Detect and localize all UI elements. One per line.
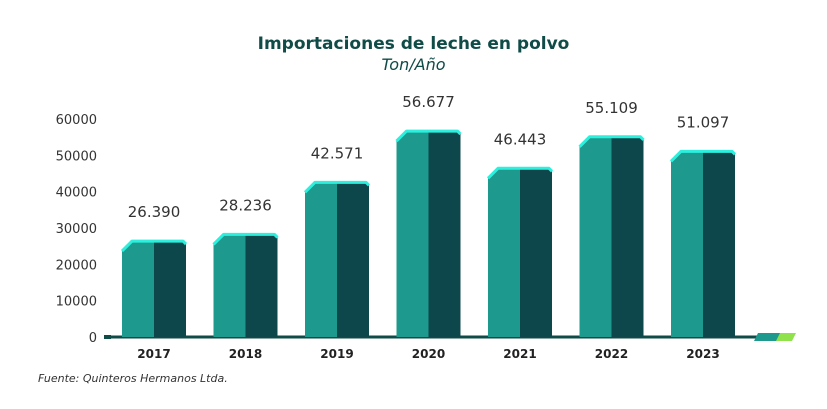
bar-front-face — [671, 151, 703, 337]
data-label: 28.236 — [219, 196, 272, 214]
bar-2017 — [120, 239, 188, 337]
bar-2019 — [303, 180, 371, 337]
bar-top-edge — [120, 239, 188, 253]
bar-side-face — [703, 151, 735, 337]
y-tick-label: 10000 — [56, 295, 97, 310]
x-tick-label: 2018 — [229, 347, 262, 361]
y-tick-label: 40000 — [56, 186, 97, 201]
y-tick-label: 50000 — [56, 149, 97, 164]
bar-front-face — [305, 182, 337, 337]
source-note: Fuente: Quinteros Hermanos Ltda. — [38, 372, 228, 385]
x-tick-label: 2019 — [320, 347, 353, 361]
bar-top-edge — [578, 135, 645, 148]
data-label: 56.677 — [402, 93, 455, 111]
bar-side-face — [245, 234, 278, 337]
bar-side-face — [337, 182, 369, 337]
bar-front-face — [396, 131, 429, 337]
bar-top-edge — [303, 180, 371, 194]
x-tick-label: 2020 — [412, 347, 445, 361]
bar-front-face — [488, 168, 520, 337]
bar-top-edge — [669, 149, 737, 163]
bar-side-face — [428, 131, 461, 337]
chart-title: Importaciones de leche en polvo — [257, 34, 570, 54]
y-tick-label: 20000 — [56, 258, 97, 273]
bar-2021 — [486, 166, 554, 337]
bar-front-face — [213, 234, 246, 337]
bar-side-face — [520, 168, 552, 337]
bar-front-face — [579, 136, 612, 337]
bar-front-face — [122, 241, 154, 337]
data-label: 51.097 — [677, 113, 730, 131]
y-tick-label: 0 — [89, 331, 97, 346]
bar-side-face — [611, 136, 644, 337]
data-label: 46.443 — [494, 130, 547, 148]
bar-2020 — [395, 129, 462, 337]
data-label: 55.109 — [585, 99, 638, 117]
data-label: 42.571 — [311, 144, 364, 162]
y-tick-label: 60000 — [56, 113, 97, 128]
bar-2018 — [212, 232, 279, 337]
x-tick-label: 2021 — [503, 347, 536, 361]
axis-end-accent-teal — [754, 333, 784, 341]
axis-start-cap — [104, 335, 111, 339]
chart-subtitle: Ton/Año — [381, 55, 446, 74]
x-tick-label: 2022 — [595, 347, 628, 361]
bar-2023 — [669, 149, 737, 337]
bar-top-edge — [486, 166, 554, 180]
x-tick-label: 2023 — [686, 347, 719, 361]
bar-2022 — [578, 135, 645, 337]
y-tick-label: 30000 — [56, 222, 97, 237]
data-label: 26.390 — [128, 203, 181, 221]
bar-side-face — [154, 241, 186, 337]
axis-end-accent-green — [776, 333, 796, 341]
bar-top-edge — [395, 129, 462, 143]
bar-top-edge — [212, 232, 279, 246]
x-tick-label: 2017 — [137, 347, 170, 361]
